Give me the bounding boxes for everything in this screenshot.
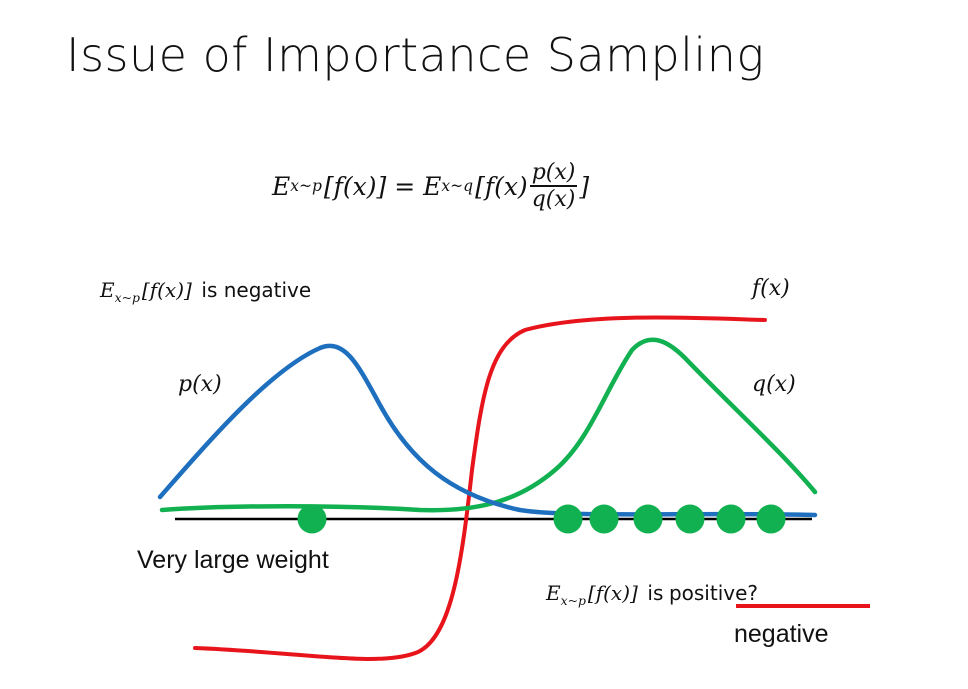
sample-points — [297, 504, 786, 534]
p-curve-label: p(x) — [178, 372, 222, 397]
formula-rhs-sub: x~q — [441, 177, 474, 196]
formula-lhs-body: [f(x)] = — [323, 171, 416, 201]
formula-lhs-sub: x~p — [290, 177, 322, 196]
f-curve-label: f(x) — [752, 276, 790, 301]
formula-fraction: p(x) q(x) — [529, 160, 578, 213]
pos-word: positive? — [668, 581, 758, 605]
neg-e: E — [100, 278, 115, 302]
sample-point-right-1 — [553, 504, 583, 534]
sample-point-right-6 — [756, 504, 786, 534]
pos-body: [f(x)] — [587, 581, 638, 605]
negative-correction-label: negative — [734, 620, 829, 648]
neg-sub: x~p — [114, 290, 140, 305]
f-curve — [193, 315, 767, 661]
negative-expectation-label: Ex~p [f(x)] is negative — [100, 278, 311, 305]
fraction-denominator: q(x) — [531, 187, 576, 213]
formula-rhs-body: [f(x) — [475, 171, 528, 201]
pos-e: E — [546, 581, 561, 605]
sample-point-right-2 — [589, 504, 619, 534]
sample-point-right-4 — [675, 504, 705, 534]
formula-close: ] — [579, 171, 590, 201]
p-curve — [157, 343, 818, 518]
sample-point-right-3 — [633, 504, 663, 534]
q-curve-label: q(x) — [752, 372, 796, 397]
slide-title: Issue of Importance Sampling — [66, 28, 765, 82]
positive-expectation-label: Ex~p [f(x)] is positive? — [546, 581, 758, 608]
sample-point-right-5 — [716, 504, 746, 534]
formula-rhs-e: E — [423, 171, 442, 201]
formula-lhs-e: E — [272, 171, 291, 201]
pos-sub: x~p — [560, 593, 586, 608]
neg-text: is negative — [201, 278, 312, 302]
sample-point-left-1 — [297, 504, 327, 534]
fraction-numerator: p(x) — [529, 160, 578, 188]
neg-body: [f(x)] — [141, 278, 192, 302]
q-curve — [159, 337, 818, 513]
large-weight-label: Very large weight — [137, 546, 329, 574]
pos-is: is — [647, 581, 664, 605]
